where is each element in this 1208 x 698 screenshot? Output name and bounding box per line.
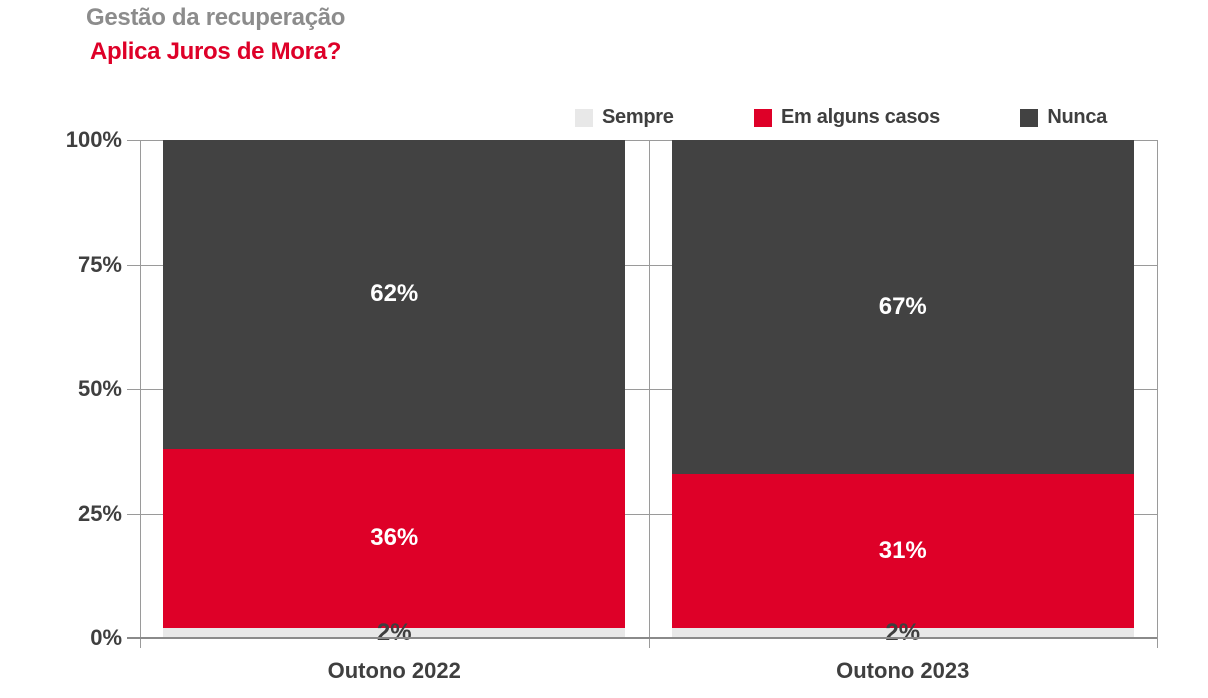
- bar-segment: 67%: [671, 140, 1134, 474]
- y-tick-label: 25%: [77, 500, 122, 526]
- x-category-label: Outono 2023: [836, 658, 970, 683]
- h-gridline: [127, 140, 1157, 141]
- legend: Sempre Em alguns casos Nunca: [575, 106, 1107, 129]
- bar-segment-label: 36%: [370, 524, 419, 552]
- legend-item: Em alguns casos: [754, 106, 940, 129]
- plot-area: 62% 36% 2% Outono 2022 67% 31% 2% Outono 2023: [127, 140, 1158, 683]
- bar-segment-label: 2%: [885, 619, 921, 646]
- legend-swatch-icon: [575, 108, 593, 127]
- stacked-bar: 67% 31% 2%: [671, 140, 1134, 646]
- legend-swatch-icon: [754, 108, 773, 127]
- x-axis-line: [127, 637, 1157, 639]
- legend-label: Em alguns casos: [781, 106, 940, 128]
- v-gridline: [648, 140, 650, 648]
- bar-segment: 2%: [163, 619, 626, 645]
- legend-item: Nunca: [1020, 106, 1107, 129]
- legend-swatch-icon: [1020, 108, 1039, 127]
- bar-segment-label: 67%: [878, 292, 927, 320]
- y-tick-label: 75%: [77, 251, 122, 277]
- y-axis-line: [140, 140, 141, 648]
- bar-segment-label: 2%: [376, 618, 412, 646]
- v-gridline: [1157, 140, 1158, 648]
- bar-segment: 31%: [671, 473, 1134, 629]
- bar-segment-label: 62%: [370, 280, 419, 308]
- legend-label: Nunca: [1047, 106, 1107, 128]
- h-gridline: [127, 389, 1157, 390]
- bar-segment: 62%: [163, 140, 626, 449]
- chart-subtitle: Aplica Juros de Mora?: [90, 38, 342, 65]
- y-tick-label: 0%: [90, 625, 122, 650]
- h-gridline: [127, 513, 1157, 515]
- y-tick-label: 100%: [65, 127, 122, 152]
- legend-label: Sempre: [602, 106, 674, 128]
- y-axis: 0% 25% 50% 75% 100%: [0, 127, 122, 650]
- legend-item: Sempre: [575, 106, 674, 129]
- bar-segment-label: 31%: [878, 536, 927, 564]
- x-category-label: Outono 2022: [327, 658, 461, 683]
- bar-segment: 2%: [671, 620, 1134, 646]
- y-tick-label: 50%: [77, 376, 122, 401]
- h-gridline: [127, 264, 1157, 266]
- bar-segment: 36%: [163, 448, 626, 629]
- stacked-bar: 62% 36% 2%: [163, 140, 626, 645]
- chart-title: Gestão da recuperação: [86, 4, 346, 31]
